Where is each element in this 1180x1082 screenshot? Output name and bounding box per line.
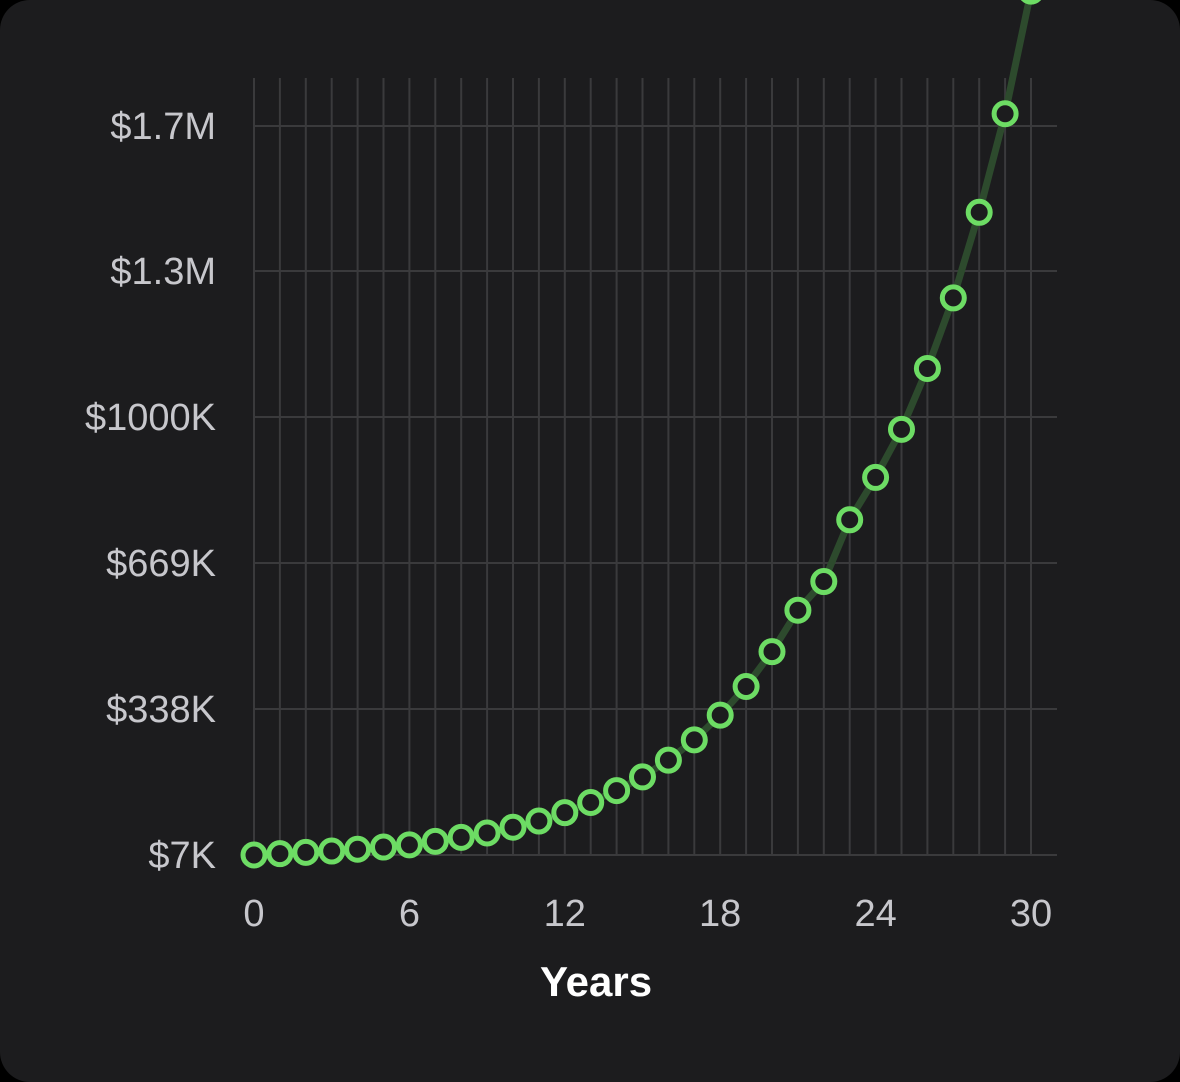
- horizontal-grid: [254, 125, 1057, 856]
- data-point: [499, 813, 527, 841]
- data-point: [939, 284, 967, 312]
- data-point: [732, 673, 760, 701]
- data-point: [551, 799, 579, 827]
- data-point: [1020, 0, 1042, 5]
- data-point: [525, 807, 553, 835]
- data-point: [758, 638, 786, 666]
- data-point: [370, 833, 397, 861]
- y-tick-label: $1000K: [85, 397, 216, 439]
- data-point: [991, 100, 1019, 128]
- x-tick-label: 30: [1010, 893, 1052, 935]
- x-axis-label: Years: [540, 958, 652, 1005]
- y-tick-label: $7K: [148, 835, 216, 877]
- data-point: [318, 837, 346, 865]
- data-point: [473, 819, 501, 847]
- x-tick-label: 24: [854, 893, 896, 935]
- data-point: [395, 831, 423, 859]
- data-point: [810, 568, 838, 596]
- y-tick-label: $1.7M: [110, 106, 216, 148]
- y-tick-label: $338K: [106, 689, 216, 731]
- data-point: [913, 354, 941, 382]
- data-point: [266, 840, 294, 868]
- data-point: [603, 777, 631, 805]
- y-axis-ticks: $7K $338K $669K $1000K $1.3M $1.7M: [85, 106, 216, 877]
- x-tick-label: 0: [243, 893, 264, 935]
- data-point: [292, 838, 320, 866]
- data-point: [447, 823, 475, 851]
- series-markers: [240, 0, 1042, 869]
- data-point: [706, 701, 734, 729]
- data-point: [421, 827, 449, 855]
- x-tick-label: 18: [699, 893, 741, 935]
- x-tick-label: 6: [399, 893, 420, 935]
- data-point: [577, 789, 605, 817]
- data-point: [629, 763, 656, 791]
- data-point: [344, 835, 372, 863]
- vertical-grid: [253, 78, 1032, 855]
- y-tick-label: $1.3M: [110, 251, 216, 293]
- data-point: [680, 726, 708, 754]
- data-point: [862, 463, 890, 491]
- data-point: [784, 596, 812, 624]
- y-tick-label: $669K: [106, 543, 216, 585]
- x-tick-label: 12: [544, 893, 586, 935]
- data-point: [240, 841, 268, 869]
- data-point: [654, 746, 682, 774]
- data-point: [888, 415, 915, 443]
- data-point: [965, 198, 993, 226]
- x-axis-ticks: 0 6 12 18 24 30: [243, 893, 1052, 935]
- data-point: [836, 506, 864, 534]
